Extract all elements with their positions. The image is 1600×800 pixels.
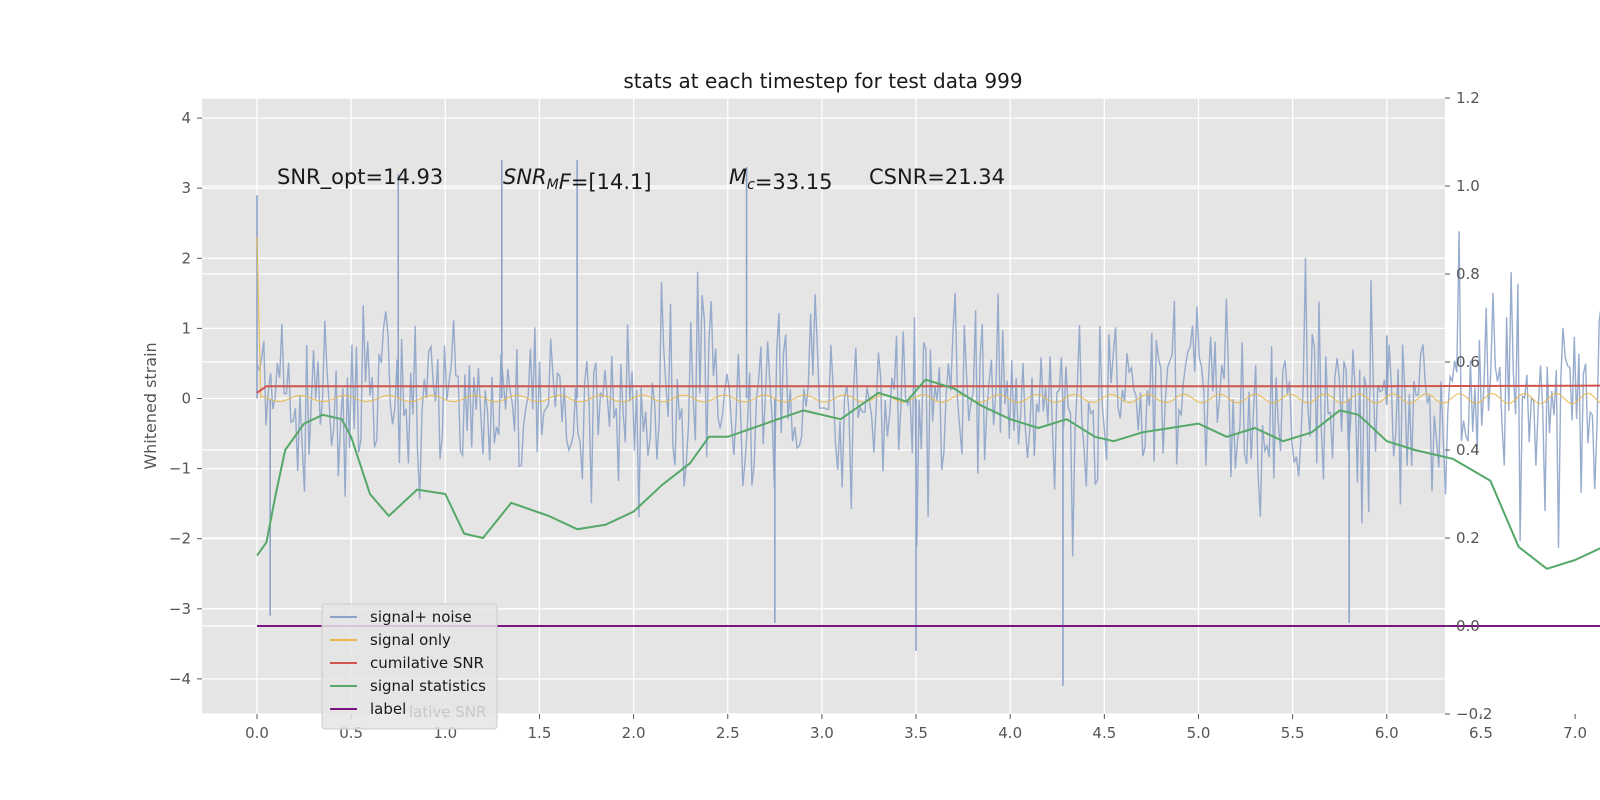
chart-title: stats at each timestep for test data 999 bbox=[623, 69, 1022, 93]
annotations: SNR_opt=14.93 SNRMF=[14.1] Mc=33.15 CSNR=21… bbox=[277, 165, 1005, 194]
x-tick-label: 2.5 bbox=[716, 724, 740, 742]
legend-label: signal+ noise bbox=[370, 608, 472, 626]
annotation-part: =33.15 bbox=[755, 170, 833, 194]
x-tick-label: 4.0 bbox=[998, 724, 1022, 742]
x-tick-label: 3.5 bbox=[904, 724, 928, 742]
signal-only-trace bbox=[256, 237, 1600, 405]
annotation-text: Mc=33.15 bbox=[729, 165, 833, 194]
y-tick-label: −3 bbox=[169, 600, 191, 618]
annotation-part: c bbox=[747, 177, 755, 193]
y-tick-label: 2 bbox=[181, 249, 191, 267]
signal-only-series bbox=[256, 237, 1600, 405]
y-tick-label: 4 bbox=[181, 109, 191, 127]
x-tick-label: 1.5 bbox=[528, 724, 552, 742]
y2-tick-label: 0.6 bbox=[1456, 353, 1480, 371]
annotation-part: CSNR=21.34 bbox=[869, 165, 1005, 189]
y2-tick-label: 0.0 bbox=[1456, 617, 1480, 635]
y-tick-label: −2 bbox=[169, 530, 191, 548]
axis-ticks: 0.0 0.5 1.0 1.5 2.0 2.5 3.0 3.5 4.0 4.5 5.0 5.5 6.0 6… bbox=[169, 89, 1587, 742]
x-tick-label: 7.0 bbox=[1563, 724, 1587, 742]
y-axis-label: Whitened strain bbox=[141, 342, 160, 469]
legend-ghost-text: lative SNR bbox=[409, 703, 486, 721]
annotation-part: =[14.1] bbox=[571, 170, 652, 194]
y-tick-label: −1 bbox=[169, 460, 191, 478]
y2-tick-label: 0.8 bbox=[1456, 265, 1480, 283]
annotation-part: SNR bbox=[503, 165, 547, 189]
signal-plus-noise-series bbox=[256, 160, 1600, 686]
x-tick-label: 2.0 bbox=[622, 724, 646, 742]
x-tick-label: 6.5 bbox=[1469, 724, 1493, 742]
x-tick-label: 5.5 bbox=[1281, 724, 1305, 742]
legend-label: cumilative SNR bbox=[370, 654, 484, 672]
legend: lative SNR signal+ noise signal only cumila… bbox=[321, 603, 498, 730]
y-tick-label: 1 bbox=[181, 319, 191, 337]
x-tick-label: 5.0 bbox=[1187, 724, 1211, 742]
annotation-part: M bbox=[729, 165, 747, 189]
y2-tick-label: 1.2 bbox=[1456, 89, 1480, 107]
annotation-part: SNR_opt=14.93 bbox=[277, 165, 443, 190]
series-line-label bbox=[257, 625, 1600, 627]
legend-label: signal only bbox=[370, 631, 451, 649]
x-tick-label: 4.5 bbox=[1092, 724, 1116, 742]
x-tick-label: 0.0 bbox=[245, 724, 269, 742]
series-line-signal-statistics bbox=[256, 378, 1600, 570]
y-tick-label: −4 bbox=[169, 670, 191, 688]
annotation-text: SNRMF=[14.1] bbox=[503, 165, 652, 194]
y-tick-label: 3 bbox=[181, 179, 191, 197]
series-line-cumilative-SNR bbox=[256, 384, 1600, 394]
y2-tick-label: 1.0 bbox=[1456, 177, 1480, 195]
x-tick-label: 6.0 bbox=[1375, 724, 1399, 742]
y2-tick-label: −0.2 bbox=[1456, 705, 1492, 723]
overlay-lines bbox=[256, 378, 1600, 627]
y2-tick-label: 0.4 bbox=[1456, 441, 1480, 459]
noise-trace bbox=[256, 231, 1600, 557]
annotation-part: M bbox=[547, 177, 559, 193]
legend-label: signal statistics bbox=[370, 677, 486, 695]
annotation-text: CSNR=21.34 bbox=[869, 165, 1005, 189]
legend-box bbox=[321, 603, 498, 730]
legend-label: label bbox=[370, 700, 406, 718]
y-tick-label: 0 bbox=[181, 390, 191, 408]
annotation-part: F bbox=[559, 170, 572, 194]
x-tick-label: 3.0 bbox=[810, 724, 834, 742]
y2-tick-label: 0.2 bbox=[1456, 529, 1480, 547]
annotation-text: SNR_opt=14.93 bbox=[277, 165, 443, 190]
